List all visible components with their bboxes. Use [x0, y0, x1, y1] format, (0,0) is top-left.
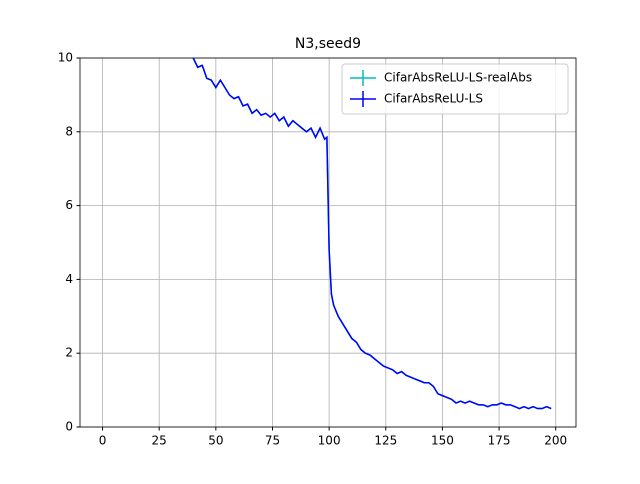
x-tick-label: 175 — [488, 434, 511, 448]
plot-frame — [79, 57, 577, 428]
x-tick-label: 25 — [152, 434, 167, 448]
y-tick-label: 10 — [58, 51, 73, 65]
y-tick-label: 0 — [65, 420, 73, 434]
x-tick-label: 200 — [544, 434, 567, 448]
x-tick-label: 0 — [99, 434, 107, 448]
x-tick-label: 150 — [431, 434, 454, 448]
chart-title: N3,seed9 — [295, 36, 361, 52]
x-tick-label: 100 — [318, 434, 341, 448]
legend-label: CifarAbsReLU-LS-realAbs — [384, 71, 532, 85]
y-tick-label: 8 — [65, 124, 73, 138]
x-tick-label: 125 — [374, 434, 397, 448]
series-line — [192, 58, 552, 410]
y-tick-label: 2 — [65, 346, 73, 360]
legend-box — [341, 63, 569, 115]
x-tick-label: 75 — [265, 434, 280, 448]
y-tick-label: 6 — [65, 198, 73, 212]
x-tick-label: 50 — [208, 434, 223, 448]
legend-label: CifarAbsReLU-LS — [384, 92, 483, 106]
y-tick-label: 4 — [65, 272, 73, 286]
